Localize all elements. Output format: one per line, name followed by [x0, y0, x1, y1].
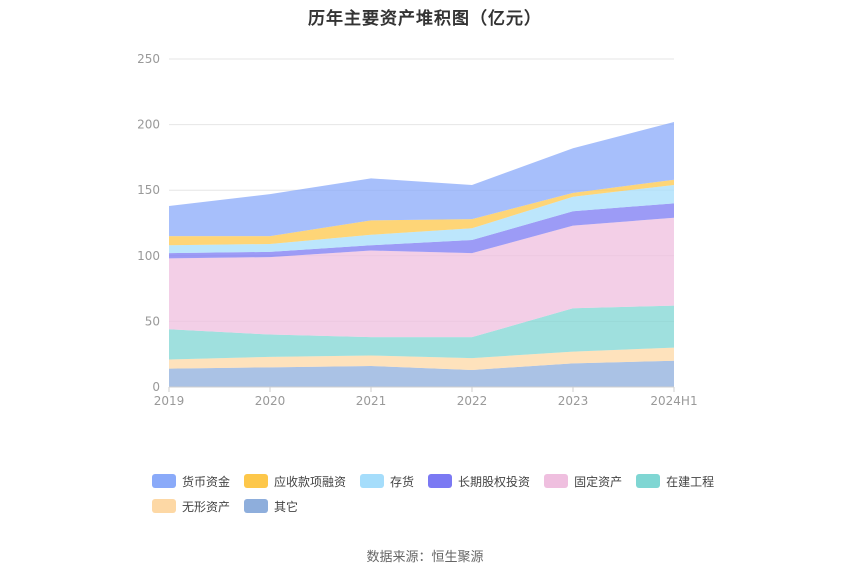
- x-tick-label: 2019: [154, 394, 185, 408]
- area-series-货币资金: [169, 121, 674, 237]
- area-series-应收款项融资: [169, 179, 674, 246]
- y-tick-label: 250: [137, 52, 160, 66]
- legend-label: 货币资金: [182, 474, 231, 489]
- legend-item[interactable]: 在建工程: [636, 473, 714, 490]
- legend-swatch: [152, 499, 176, 513]
- y-tick-label: 150: [137, 183, 160, 197]
- x-tick-label: 2023: [558, 394, 589, 408]
- legend-label: 应收款项融资: [274, 474, 347, 489]
- area-series-长期股权投资: [169, 203, 674, 259]
- legend-label: 存货: [390, 474, 415, 489]
- legend-row: 货币资金 应收款项融资 存货 长期股权投资 固定资产 在建工程: [152, 472, 732, 490]
- area-series-固定资产: [169, 217, 674, 338]
- legend-item[interactable]: 固定资产: [544, 473, 622, 490]
- area-series-其它: [169, 360, 674, 387]
- legend-swatch: [152, 474, 176, 488]
- legend-label: 无形资产: [182, 499, 231, 514]
- legend-swatch: [244, 499, 269, 513]
- legend-swatch: [636, 474, 661, 488]
- area-series-存货: [169, 184, 674, 254]
- legend-item[interactable]: 无形资产: [152, 498, 230, 515]
- data-source: 数据来源：恒生聚源: [366, 550, 484, 565]
- chart-title: 历年主要资产堆积图（亿元）: [308, 9, 542, 29]
- legend-item[interactable]: 应收款项融资: [244, 473, 346, 490]
- y-tick-label: 50: [145, 314, 160, 328]
- y-tick-label: 200: [137, 118, 160, 132]
- legend-swatch: [428, 474, 453, 488]
- legend: 货币资金 应收款项融资 存货 长期股权投资 固定资产 在建工程 无形资产 其它: [152, 472, 732, 522]
- legend-label: 其它: [274, 499, 299, 514]
- x-tick-label: 2021: [356, 394, 387, 408]
- x-tick-label: 2024H1: [650, 394, 697, 408]
- area-series-无形资产: [169, 347, 674, 370]
- legend-swatch: [360, 474, 385, 488]
- legend-label: 长期股权投资: [458, 474, 531, 489]
- y-tick-label: 0: [152, 380, 160, 394]
- legend-item[interactable]: 长期股权投资: [428, 473, 530, 490]
- area-series-在建工程: [169, 305, 674, 360]
- legend-swatch: [244, 474, 269, 488]
- legend-swatch: [544, 474, 569, 488]
- legend-item[interactable]: 货币资金: [152, 473, 230, 490]
- x-tick-label: 2022: [457, 394, 488, 408]
- legend-row: 无形资产 其它: [152, 497, 732, 515]
- legend-item[interactable]: 存货: [360, 473, 414, 490]
- y-tick-label: 100: [137, 249, 160, 263]
- legend-item[interactable]: 其它: [244, 498, 298, 515]
- x-tick-label: 2020: [255, 394, 286, 408]
- legend-label: 固定资产: [574, 474, 623, 489]
- legend-label: 在建工程: [666, 474, 715, 489]
